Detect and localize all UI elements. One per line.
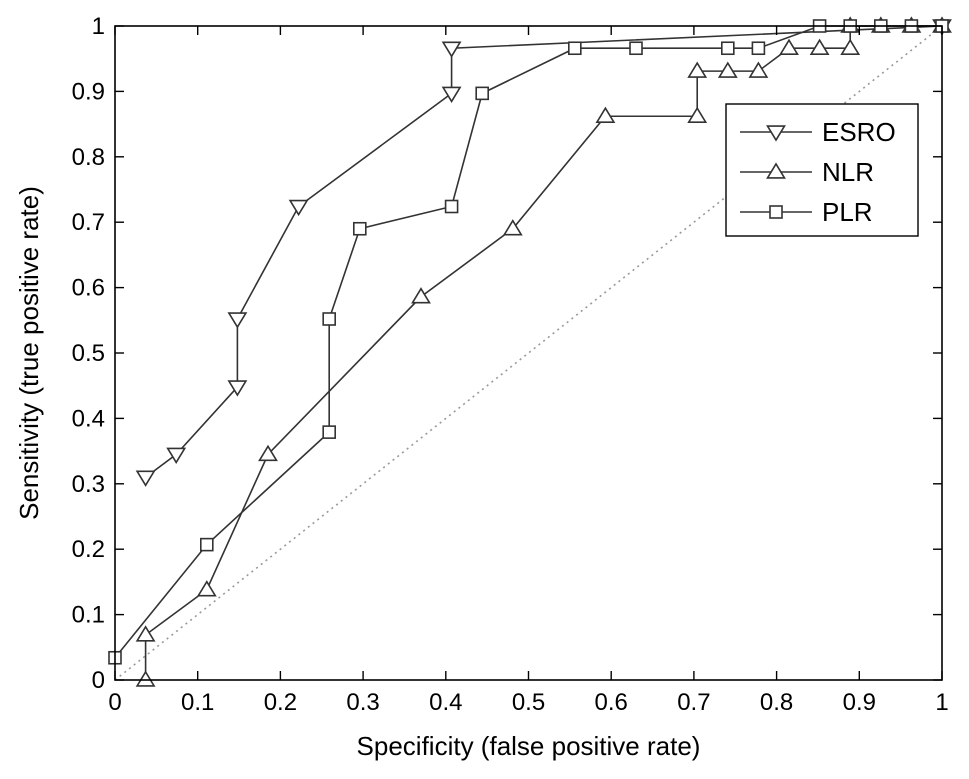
legend-marker-nlr xyxy=(766,162,786,179)
y-tick-label: 0.1 xyxy=(72,602,105,629)
data-point-nlr xyxy=(196,580,217,597)
data-point-plr xyxy=(199,537,214,552)
ticks-layer: 0 0.1 0.2 0.3 0.4 0.5 0.6 0.7 0.8 0.9 1 0 0.1 0.2 0.3 0… xyxy=(72,13,949,716)
y-tick-label: 0.8 xyxy=(72,144,105,171)
data-point-nlr xyxy=(502,219,523,236)
data-point-nlr xyxy=(687,106,708,124)
legend-marker-plr xyxy=(769,205,783,219)
y-tick-label: 0 xyxy=(92,667,105,694)
x-tick-label: 0.8 xyxy=(760,689,793,716)
x-tick-label: 0.7 xyxy=(677,689,710,716)
legend-marker-esro xyxy=(766,125,786,142)
data-point-plr xyxy=(568,41,582,56)
reference-diagonal-line xyxy=(114,25,943,681)
x-tick-label: 0 xyxy=(108,689,121,716)
y-tick-label: 0.4 xyxy=(72,405,105,432)
x-tick-label: 0.2 xyxy=(264,689,297,716)
data-point-esro xyxy=(227,380,248,397)
data-point-plr xyxy=(444,199,459,214)
y-tick-label: 1 xyxy=(92,13,105,40)
data-point-plr xyxy=(751,41,766,56)
y-tick-label: 0.3 xyxy=(72,471,105,498)
data-point-esro xyxy=(166,447,187,464)
data-point-nlr xyxy=(411,287,431,304)
x-tick-label: 0.1 xyxy=(181,689,214,716)
x-tick-label: 0.5 xyxy=(512,689,545,716)
data-point-plr xyxy=(721,41,735,56)
data-point-nlr xyxy=(595,106,616,124)
reference-line-layer xyxy=(114,25,943,681)
data-point-plr xyxy=(322,312,336,326)
data-point-nlr xyxy=(717,61,738,78)
y-tick-label: 0.6 xyxy=(72,275,105,302)
data-point-nlr xyxy=(687,61,708,78)
x-tick-label: 1 xyxy=(935,689,948,716)
x-tick-label: 0.4 xyxy=(429,689,462,716)
data-point-esro xyxy=(227,312,248,329)
data-point-plr xyxy=(352,221,367,236)
data-point-esro xyxy=(135,470,156,487)
data-point-nlr xyxy=(779,38,799,55)
y-tick-label: 0.7 xyxy=(72,209,105,236)
x-tick-label: 0.9 xyxy=(843,689,876,716)
data-point-esro xyxy=(288,199,309,217)
data-point-plr xyxy=(322,425,336,439)
x-tick-label: 0.6 xyxy=(595,689,628,716)
legend-label-plr: PLR xyxy=(822,197,873,227)
data-point-nlr xyxy=(135,625,156,642)
series-line-esro xyxy=(145,25,943,478)
data-point-nlr xyxy=(258,444,278,462)
data-point-plr xyxy=(475,86,489,101)
series-esro xyxy=(135,19,952,487)
legend: ESRO NLR PLR xyxy=(725,103,919,237)
data-point-esro xyxy=(441,86,462,103)
y-tick-label: 0.5 xyxy=(72,340,105,367)
x-tick-label: 0.3 xyxy=(346,689,379,716)
data-point-nlr xyxy=(748,61,769,78)
data-point-plr xyxy=(629,41,643,56)
legend-box xyxy=(725,103,919,237)
data-point-nlr xyxy=(809,38,830,55)
data-point-nlr xyxy=(840,38,861,55)
legend-label-nlr: NLR xyxy=(822,157,874,187)
y-tick-label: 0.2 xyxy=(72,536,105,563)
x-axis-label: Specificity (false positive rate) xyxy=(357,731,701,761)
y-tick-label: 0.9 xyxy=(72,78,105,105)
legend-label-esro: ESRO xyxy=(822,117,896,147)
data-point-nlr xyxy=(135,670,156,687)
data-point-esro xyxy=(441,41,462,58)
y-axis-label: Sensitivity (true positive rate) xyxy=(14,186,44,520)
